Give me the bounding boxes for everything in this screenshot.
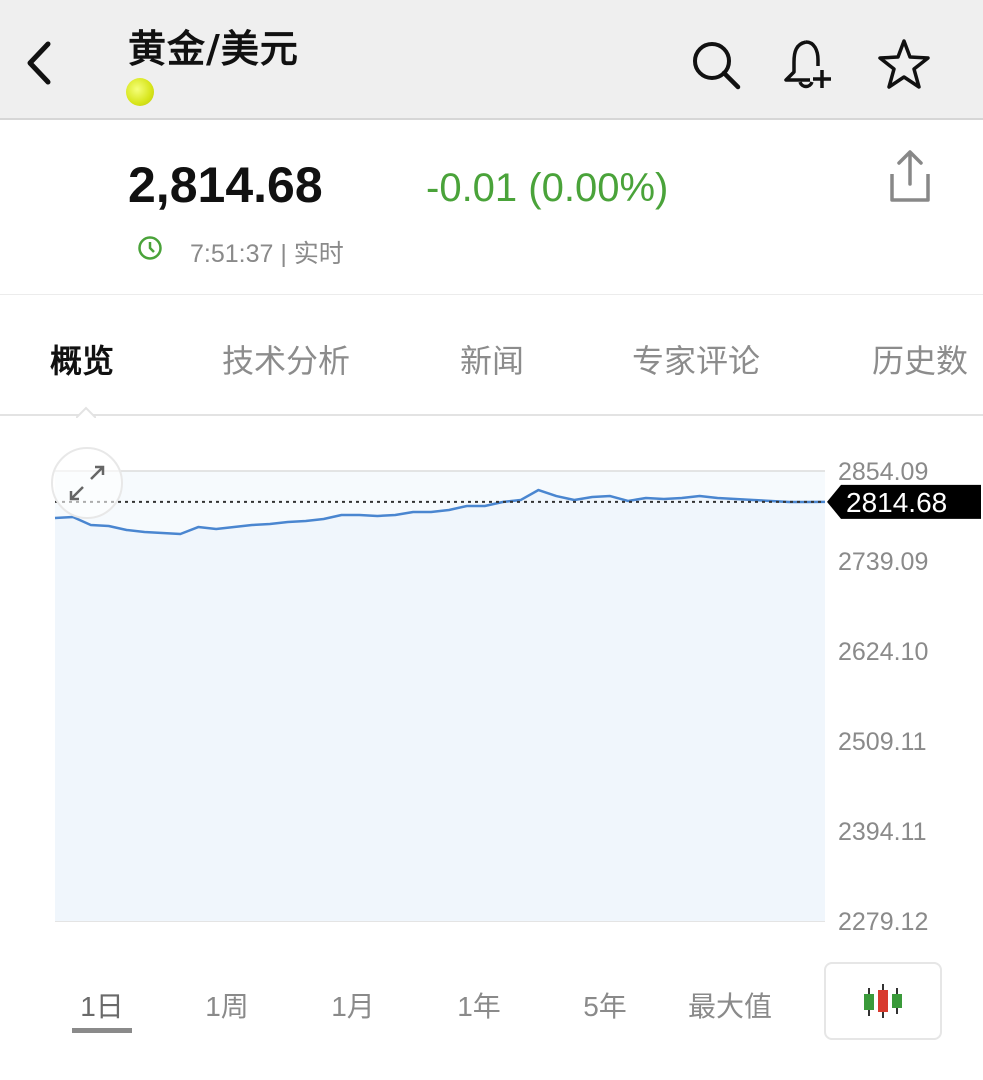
range-5y[interactable]: 5年	[583, 991, 627, 1022]
range-1d[interactable]: 1日	[80, 991, 124, 1022]
back-icon[interactable]	[20, 38, 60, 88]
gold-icon	[126, 78, 154, 106]
expand-icon	[69, 465, 105, 501]
range-selector: 1日 1周 1月 1年 5年 最大值	[0, 970, 983, 1040]
tab-expert[interactable]: 专家评论	[632, 342, 761, 380]
y-tick-label: 2509.11	[838, 728, 927, 756]
y-tick-label: 2854.09	[838, 458, 928, 486]
y-tick-label: 2739.09	[838, 548, 928, 576]
range-1m[interactable]: 1月	[331, 991, 375, 1022]
current-price-label: 2814.68	[846, 487, 947, 518]
bell-plus-icon[interactable]	[780, 36, 836, 92]
page-title: 黄金/美元	[128, 27, 299, 71]
expand-button[interactable]	[51, 447, 123, 519]
range-1y[interactable]: 1年	[457, 991, 501, 1022]
price-area	[55, 490, 825, 921]
star-icon[interactable]	[876, 36, 932, 92]
price-chart[interactable]: 2854.09 2739.09 2624.10 2509.11 2394.11 2279.…	[0, 420, 983, 940]
active-tab-caret	[76, 406, 96, 418]
y-tick-label: 2279.12	[838, 908, 928, 936]
candlestick-toggle-button[interactable]	[824, 962, 942, 1040]
tab-technical[interactable]: 技术分析	[222, 342, 351, 380]
clock-icon	[138, 236, 162, 260]
y-tick-label: 2394.11	[838, 818, 927, 846]
candlestick-icon	[864, 984, 902, 1018]
y-tick-label: 2624.10	[838, 638, 928, 666]
tab-bar: 概览 技术分析 新闻 专家评论 历史数	[0, 296, 983, 416]
tab-news[interactable]: 新闻	[460, 342, 525, 380]
range-max[interactable]: 最大值	[687, 991, 772, 1022]
top-bar: 黄金/美元	[0, 0, 983, 120]
divider	[0, 294, 983, 295]
price-change: -0.01 (0.00%)	[426, 166, 669, 210]
search-icon[interactable]	[688, 36, 744, 92]
share-icon[interactable]	[884, 148, 936, 204]
current-price: 2,814.68	[128, 157, 323, 213]
range-1w[interactable]: 1周	[205, 991, 249, 1022]
active-range-underline	[72, 1028, 132, 1033]
tab-history[interactable]: 历史数	[872, 342, 969, 380]
current-price-tag	[827, 484, 981, 519]
quote-time: 7:51:37 | 实时	[190, 240, 344, 268]
tab-overview[interactable]: 概览	[50, 342, 115, 380]
price-line	[54, 488, 826, 536]
